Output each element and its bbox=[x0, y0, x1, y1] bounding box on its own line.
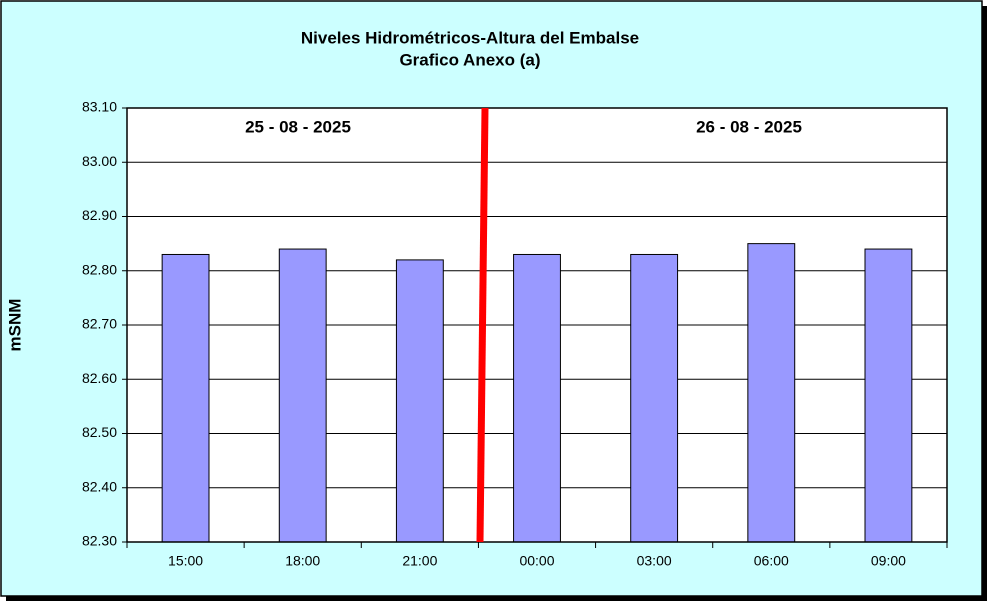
x-tick-label: 15:00 bbox=[168, 553, 203, 569]
y-tick-label: 82.60 bbox=[82, 370, 117, 386]
y-tick-label: 82.50 bbox=[82, 424, 117, 440]
y-tick-label: 83.10 bbox=[82, 99, 117, 115]
date-separator bbox=[476, 107, 489, 543]
y-tick-label: 83.00 bbox=[82, 153, 117, 169]
x-tick-label: 06:00 bbox=[754, 553, 789, 569]
x-tick-label: 18:00 bbox=[285, 553, 320, 569]
x-tick-label: 03:00 bbox=[637, 553, 672, 569]
x-tick-label: 00:00 bbox=[519, 553, 554, 569]
y-tick-label: 82.70 bbox=[82, 316, 117, 332]
bar bbox=[513, 253, 561, 543]
plot-border bbox=[126, 107, 948, 543]
bar bbox=[630, 253, 679, 543]
y-tick-label: 82.30 bbox=[82, 533, 117, 549]
chart-subtitle: Grafico Anexo (a) bbox=[399, 50, 540, 69]
y-tick-label: 82.90 bbox=[82, 207, 117, 223]
y-tick-label: 82.80 bbox=[82, 261, 117, 277]
x-tick-label: 21:00 bbox=[402, 553, 437, 569]
bar bbox=[747, 243, 796, 543]
bar bbox=[161, 253, 210, 543]
date-annotation: 25 - 08 - 2025 bbox=[245, 117, 351, 136]
y-tick-label: 82.40 bbox=[82, 478, 117, 494]
bar bbox=[395, 259, 444, 543]
bar bbox=[864, 248, 913, 543]
x-tick-label: 09:00 bbox=[871, 553, 906, 569]
y-axis-label: mSNM bbox=[5, 299, 24, 352]
bar bbox=[278, 248, 327, 543]
date-annotation: 26 - 08 - 2025 bbox=[696, 117, 802, 136]
chart-title: Niveles Hidrométricos-Altura del Embalse bbox=[301, 28, 639, 47]
